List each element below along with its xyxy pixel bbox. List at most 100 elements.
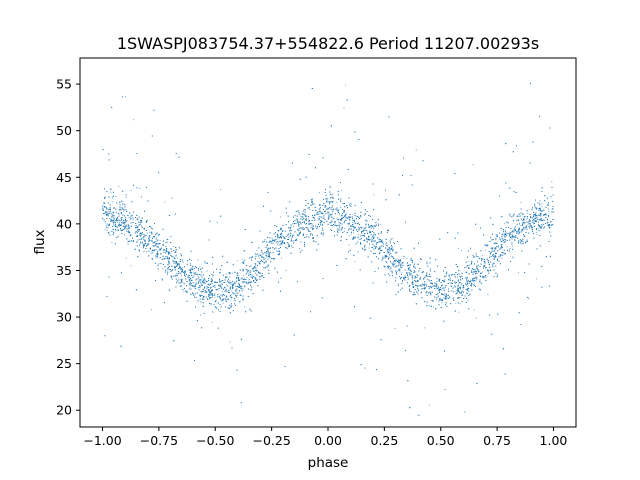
scatter-point [403, 255, 405, 257]
scatter-point [262, 255, 263, 257]
scatter-point [197, 259, 199, 261]
scatter-point [457, 276, 458, 278]
scatter-point [548, 208, 549, 210]
scatter-point [462, 288, 464, 290]
scatter-point [547, 220, 548, 222]
scatter-point [206, 270, 208, 272]
scatter-point [511, 238, 513, 240]
scatter-point [195, 274, 197, 275]
scatter-point [371, 237, 373, 239]
scatter-point [487, 294, 489, 296]
scatter-point [220, 189, 221, 190]
scatter-point [457, 265, 459, 267]
scatter-point [503, 252, 505, 254]
scatter-point [328, 212, 330, 214]
scatter-point [113, 223, 115, 225]
scatter-point [151, 259, 153, 261]
scatter-point [372, 239, 374, 241]
scatter-point [106, 225, 108, 227]
scatter-point [202, 296, 204, 297]
scatter-point [329, 201, 331, 203]
scatter-point [204, 278, 206, 280]
scatter-point [520, 241, 522, 243]
scatter-point [233, 292, 235, 294]
scatter-point [339, 206, 341, 208]
scatter-point [474, 278, 475, 280]
scatter-point [368, 247, 370, 249]
scatter-point [518, 233, 520, 235]
scatter-point [472, 164, 474, 166]
scatter-point [181, 275, 182, 277]
scatter-point [125, 96, 126, 98]
scatter-point [446, 295, 448, 297]
scatter-point [190, 260, 192, 261]
scatter-point [182, 266, 184, 268]
scatter-point [142, 233, 144, 235]
scatter-point [118, 219, 120, 221]
scatter-point [207, 298, 209, 300]
scatter-point [230, 299, 232, 301]
scatter-point [502, 254, 504, 256]
scatter-point [188, 278, 190, 280]
scatter-point [413, 286, 415, 288]
scatter-point [338, 208, 340, 210]
scatter-point [380, 224, 382, 226]
scatter-point [536, 231, 538, 233]
scatter-point [502, 232, 504, 234]
scatter-point [125, 257, 127, 259]
scatter-point [523, 227, 525, 229]
scatter-point [228, 271, 230, 273]
scatter-point [200, 314, 202, 316]
scatter-point [218, 284, 220, 286]
scatter-point [212, 310, 213, 312]
scatter-point [510, 231, 512, 233]
scatter-point [237, 260, 239, 262]
scatter-point [370, 234, 372, 236]
scatter-point [334, 223, 336, 225]
scatter-point [330, 228, 332, 230]
scatter-point [304, 214, 306, 216]
scatter-point [281, 257, 282, 259]
scatter-point [125, 222, 127, 224]
scatter-point [254, 281, 256, 283]
scatter-point [365, 229, 367, 231]
scatter-point [199, 286, 201, 287]
scatter-point [355, 237, 356, 239]
scatter-point [330, 208, 332, 210]
scatter-point [279, 251, 281, 253]
scatter-point [488, 269, 490, 271]
scatter-point [112, 197, 113, 199]
scatter-point [525, 226, 527, 228]
scatter-point [443, 297, 445, 299]
scatter-point [469, 279, 471, 281]
scatter-point [518, 216, 520, 218]
scatter-point [186, 290, 188, 292]
scatter-point [520, 225, 522, 227]
scatter-point [150, 226, 151, 227]
scatter-point [222, 290, 223, 292]
scatter-point [104, 229, 106, 231]
scatter-point [500, 254, 502, 256]
scatter-point [189, 263, 191, 264]
scatter-point [310, 222, 312, 224]
scatter-point [357, 233, 359, 235]
scatter-point [308, 218, 309, 220]
scatter-point [385, 199, 387, 201]
scatter-point [255, 253, 257, 255]
scatter-point [467, 299, 469, 301]
scatter-point [428, 404, 430, 406]
scatter-point [181, 271, 183, 273]
scatter-point [135, 227, 137, 228]
scatter-point [139, 188, 141, 189]
scatter-point [424, 287, 426, 289]
scatter-point [290, 233, 292, 235]
scatter-point [527, 224, 529, 226]
scatter-point [231, 272, 233, 274]
scatter-point [225, 288, 227, 290]
scatter-point [147, 235, 149, 237]
scatter-point [229, 289, 231, 290]
scatter-point [199, 266, 201, 268]
scatter-point [285, 270, 287, 272]
scatter-point [506, 246, 508, 248]
scatter-point [246, 276, 248, 278]
